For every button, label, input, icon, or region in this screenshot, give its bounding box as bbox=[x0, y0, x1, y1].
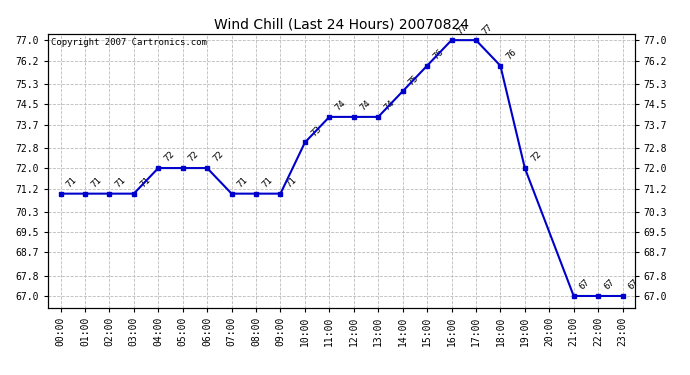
Text: Copyright 2007 Cartronics.com: Copyright 2007 Cartronics.com bbox=[51, 38, 207, 47]
Text: 67: 67 bbox=[602, 278, 616, 292]
Text: 72: 72 bbox=[529, 150, 543, 164]
Text: 74: 74 bbox=[382, 99, 396, 113]
Text: 71: 71 bbox=[89, 176, 103, 189]
Text: 74: 74 bbox=[358, 99, 372, 113]
Text: 77: 77 bbox=[455, 22, 470, 36]
Text: 71: 71 bbox=[65, 176, 79, 189]
Text: 71: 71 bbox=[138, 176, 152, 189]
Text: 77: 77 bbox=[480, 22, 494, 36]
Text: 75: 75 bbox=[407, 73, 421, 87]
Text: 71: 71 bbox=[236, 176, 250, 189]
Text: 67: 67 bbox=[578, 278, 592, 292]
Text: 72: 72 bbox=[187, 150, 201, 164]
Text: 72: 72 bbox=[211, 150, 225, 164]
Text: 71: 71 bbox=[260, 176, 274, 189]
Text: 73: 73 bbox=[309, 124, 323, 138]
Text: 76: 76 bbox=[431, 48, 445, 62]
Text: 76: 76 bbox=[504, 48, 518, 62]
Text: 74: 74 bbox=[333, 99, 348, 113]
Text: 71: 71 bbox=[284, 176, 299, 189]
Text: 72: 72 bbox=[162, 150, 177, 164]
Text: 71: 71 bbox=[114, 176, 128, 189]
Title: Wind Chill (Last 24 Hours) 20070824: Wind Chill (Last 24 Hours) 20070824 bbox=[214, 17, 469, 31]
Text: 67: 67 bbox=[627, 278, 641, 292]
